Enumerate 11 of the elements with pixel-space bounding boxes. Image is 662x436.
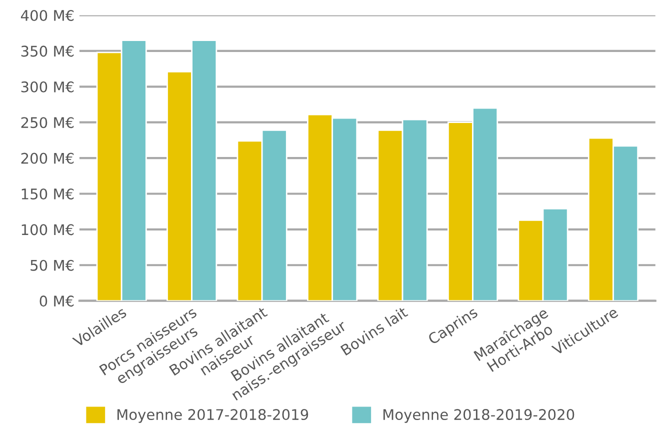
y-tick-label: 400 M€ <box>20 10 74 22</box>
y-tick-label: 0 M€ <box>40 296 74 307</box>
y-tick-label: 300 M€ <box>21 81 74 92</box>
y-tick-label: 200 M€ <box>21 152 74 164</box>
legend-label: Moyenne 2017-2018-2019 <box>117 409 308 423</box>
y-tick-label: 150 M€ <box>22 188 74 200</box>
y-tick-label: 100 M€ <box>22 224 74 236</box>
y-tick-label: 350 M€ <box>21 46 74 57</box>
legend-label: Moyenne 2018-2019-2020 <box>383 409 574 423</box>
y-tick-label: 50 M€ <box>30 260 74 271</box>
y-tick-label: 250 M€ <box>21 117 74 128</box>
